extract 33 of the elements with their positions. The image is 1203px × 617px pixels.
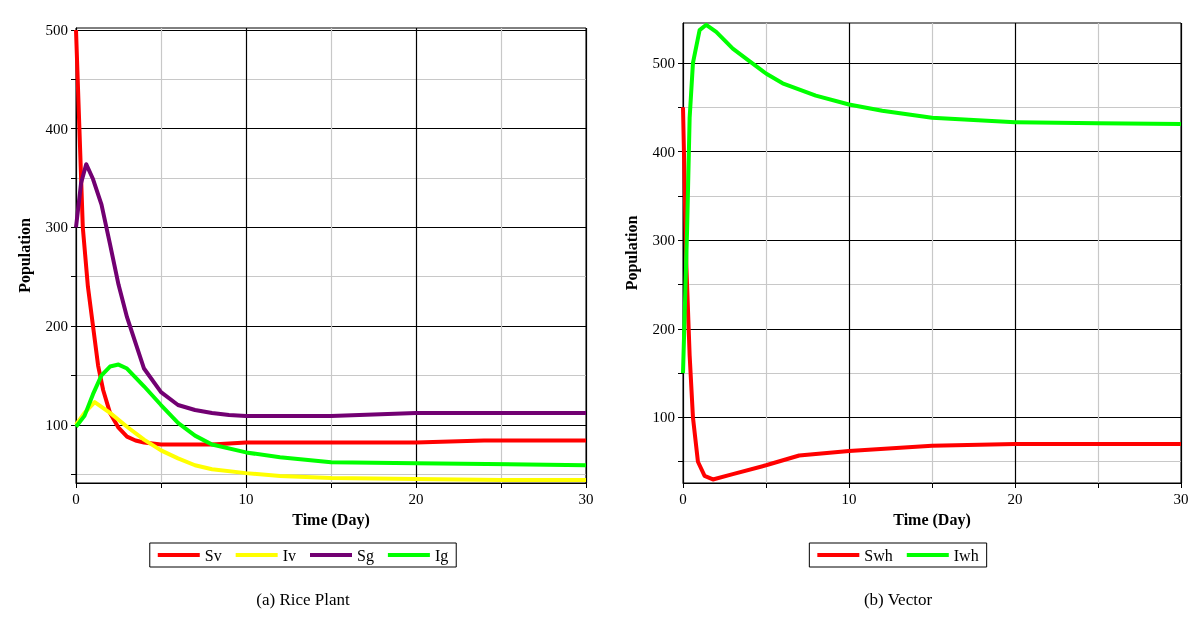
y-tick-label: 200 (45, 318, 68, 335)
y-axis-title: Population (15, 218, 34, 293)
line-series (74, 362, 588, 468)
x-tick-label: 10 (841, 490, 857, 507)
x-tick-label: 0 (679, 490, 687, 507)
x-tick-label: 30 (1173, 490, 1189, 507)
y-tick-label: 500 (652, 54, 675, 71)
x-tick-label: 10 (238, 490, 254, 507)
legend-label: Swh (864, 546, 893, 564)
x-axis-title: Time (Day) (893, 510, 971, 529)
legend-label: Iwh (953, 546, 979, 564)
x-tick-label: 0 (72, 490, 80, 507)
y-tick-label: 500 (45, 21, 68, 38)
text: (a) Rice Plant (256, 590, 351, 609)
line-series (74, 162, 588, 418)
y-tick-label: 100 (45, 416, 68, 433)
y-tick-label: 100 (652, 409, 675, 426)
legend-label: Ig (434, 546, 449, 565)
y-axis-title: Population (622, 215, 641, 291)
legend-label: Sv (204, 546, 222, 564)
y-tick-label: 300 (652, 232, 675, 249)
y-tick-label: 300 (45, 219, 68, 236)
x-tick-label: 20 (408, 490, 424, 507)
legend-label: Iv (282, 546, 296, 564)
x-axis-title: Time (Day) (292, 510, 370, 529)
x-tick-label: 30 (578, 490, 594, 507)
line-series (681, 22, 1183, 376)
y-tick-label: 200 (652, 320, 675, 337)
text: (b) Vector (863, 590, 933, 609)
legend-label: Sg (357, 546, 374, 565)
y-tick-label: 400 (652, 143, 675, 160)
x-tick-label: 20 (1007, 490, 1023, 507)
y-tick-label: 400 (45, 120, 68, 137)
